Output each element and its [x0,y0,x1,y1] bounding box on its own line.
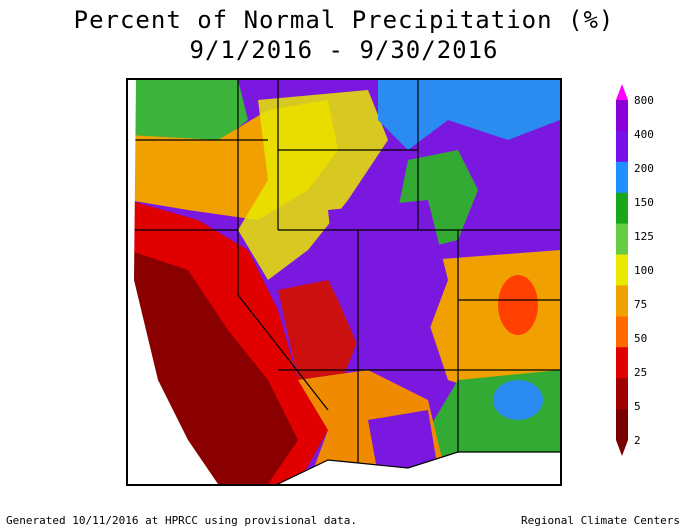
color-scale-legend: 800 400 200 150 125 100 75 50 25 5 2 [612,84,682,456]
border-ca-nv [237,230,329,411]
legend-tick-label: 2 [634,434,641,447]
legend-tick-label: 400 [634,128,654,141]
legend-band [616,316,628,348]
border-mexico [277,451,560,484]
border-ut [278,229,359,371]
region-newmexico-blue [493,380,543,420]
precipitation-map [126,78,562,486]
region-pacific-ocean [128,80,218,484]
legend-tick-label: 800 [634,94,654,107]
legend-band [616,378,628,410]
legend-tick-label: 50 [634,332,647,345]
region-pacific-northwest [128,80,248,150]
footer-source: Regional Climate Centers [521,514,680,527]
legend-tick-label: 75 [634,298,647,311]
legend-band [616,223,628,256]
legend-band [616,254,628,286]
region-montana-blue [378,80,560,150]
legend-band [616,409,628,441]
legend-band [616,130,628,163]
legend-band [616,192,628,225]
region-yellow-ring [238,90,388,280]
legend-tick-label: 125 [634,230,654,243]
legend-top-arrow [616,84,628,100]
map-title: Percent of Normal Precipitation (%) [73,6,615,34]
legend-tick-label: 25 [634,366,647,379]
legend-tick-label: 150 [634,196,654,209]
legend-bottom-arrow [616,440,628,456]
legend-tick-label: 200 [634,162,654,175]
legend-band [616,347,628,379]
legend-tick-label: 5 [634,400,641,413]
legend-band [616,100,628,132]
footer-generated: Generated 10/11/2016 at HPRCC using prov… [6,514,357,527]
legend-band [616,161,628,194]
map-subtitle: 9/1/2016 - 9/30/2016 [189,36,499,64]
state-boundaries [128,80,560,484]
region-mexico [278,452,560,484]
region-nevada-red [278,280,358,390]
legend-band [616,285,628,317]
region-colorado-red-spot [498,275,538,335]
region-arizona-purple [368,410,438,475]
legend-tick-label: 100 [634,264,654,277]
